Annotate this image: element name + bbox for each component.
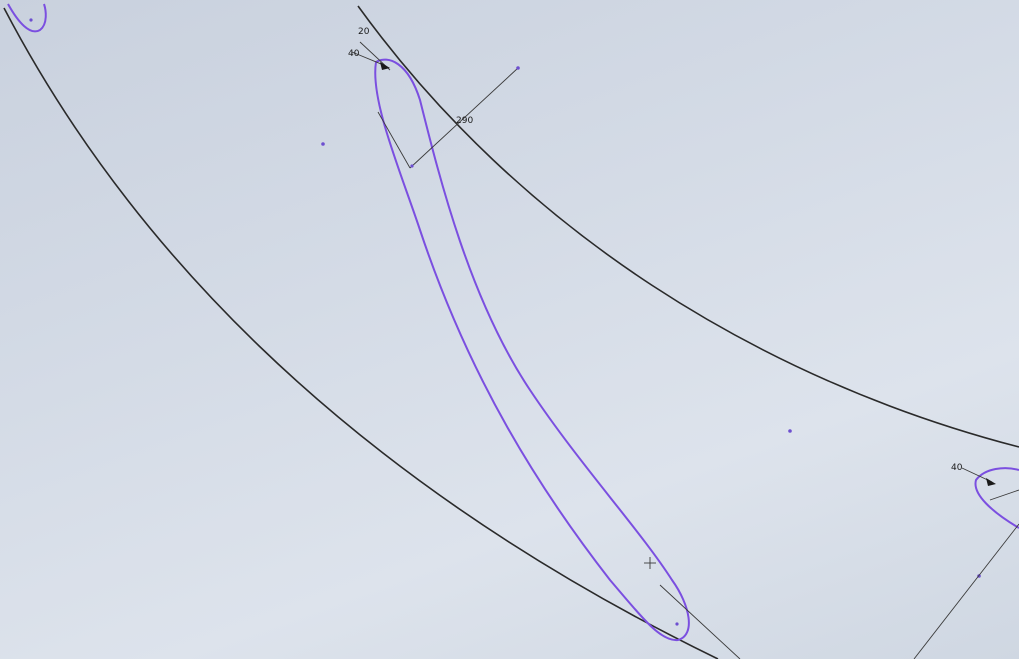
inner-boundary-arc[interactable] xyxy=(3,7,719,659)
construction-line[interactable] xyxy=(913,523,1019,659)
construction-line[interactable] xyxy=(659,584,741,659)
dimension-radius-label[interactable]: 290 xyxy=(456,116,473,126)
dimension-leader[interactable] xyxy=(351,51,387,67)
sketch-point[interactable] xyxy=(516,66,520,70)
dimension-arrow xyxy=(986,478,996,486)
dimension-offset-label[interactable]: 40 xyxy=(951,463,963,473)
partial-slot-profile-right[interactable] xyxy=(974,467,1019,529)
partial-slot-profile-top-left[interactable] xyxy=(7,3,47,33)
dimension-leader[interactable] xyxy=(377,111,411,169)
dimension-angle-label[interactable]: 20 xyxy=(358,27,370,37)
sketch-point[interactable] xyxy=(675,622,679,626)
dimension-offset-label[interactable]: 40 xyxy=(348,49,360,59)
sketch-point[interactable] xyxy=(29,18,33,22)
dimension-line-radial[interactable] xyxy=(409,67,519,169)
elongated-slot-profile[interactable] xyxy=(374,58,690,642)
dimension-arrow xyxy=(380,62,390,70)
sketch-point[interactable] xyxy=(410,164,414,168)
sketch-point[interactable] xyxy=(788,429,792,433)
sketch-point[interactable] xyxy=(321,142,325,146)
dimension-leader[interactable] xyxy=(989,489,1019,501)
outer-boundary-arc[interactable] xyxy=(357,5,1019,448)
